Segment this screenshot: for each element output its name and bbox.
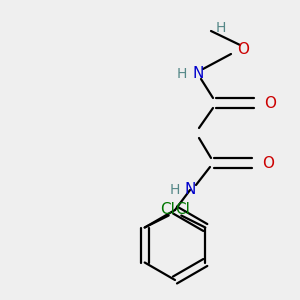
Text: Cl: Cl: [175, 202, 190, 217]
Text: H: H: [169, 183, 180, 197]
Text: H: H: [177, 67, 187, 81]
Text: N: N: [184, 182, 196, 197]
Text: O: O: [262, 155, 274, 170]
Text: O: O: [264, 95, 276, 110]
Text: N: N: [192, 67, 204, 82]
Text: O: O: [237, 43, 249, 58]
Text: Cl: Cl: [160, 202, 175, 217]
Text: H: H: [216, 21, 226, 35]
